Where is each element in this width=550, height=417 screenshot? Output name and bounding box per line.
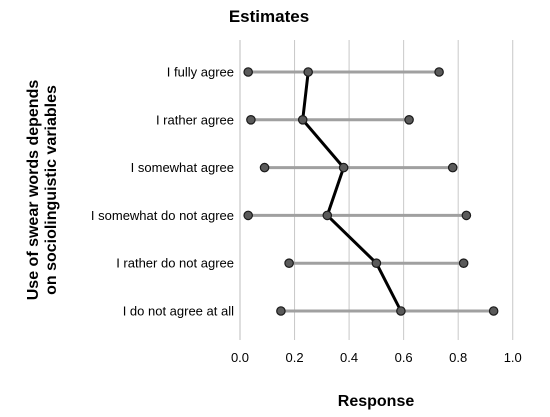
estimate-point-0 (303, 67, 313, 77)
lower-point-0 (243, 67, 253, 77)
upper-point-0 (434, 67, 444, 77)
x-tick-label-1: 0.2 (286, 350, 304, 365)
x-tick-label-3: 0.6 (395, 350, 413, 365)
y-axis-title-line-2: on sociolinguistic variables (43, 85, 60, 295)
estimate-point-5 (396, 306, 406, 316)
upper-point-2 (447, 162, 458, 173)
y-category-label-1: I rather agree (156, 112, 234, 127)
y-axis-title-line-1: Use of swear words depends (25, 80, 42, 301)
upper-point-3 (461, 210, 472, 221)
chart-title: Estimates (229, 7, 309, 26)
x-tick-label-5: 1.0 (504, 350, 522, 365)
x-tick-label-4: 0.8 (449, 350, 467, 365)
estimate-point-4 (371, 258, 382, 268)
lower-point-5 (276, 306, 286, 316)
estimate-line (301, 71, 403, 312)
estimate-point-1 (297, 115, 308, 125)
y-category-label-0: I fully agree (167, 65, 234, 80)
upper-point-5 (488, 306, 499, 316)
lower-point-2 (259, 162, 270, 173)
lower-point-4 (284, 258, 294, 268)
lower-point-1 (246, 115, 256, 125)
upper-point-1 (404, 115, 414, 125)
y-axis-title: Use of swear words depends on sociolingu… (25, 80, 60, 301)
lower-point-3 (243, 210, 253, 221)
upper-point-4 (458, 258, 469, 268)
x-axis-title: Response (338, 393, 415, 410)
x-tick-label-2: 0.4 (340, 350, 358, 365)
plot-area: 0.0 0.2 0.4 0.6 0.8 1.0 I fully agree I rather … (91, 40, 522, 365)
estimate-point-2 (338, 162, 349, 173)
y-category-label-3: I somewhat do not agree (91, 208, 234, 223)
y-category-label-2: I somewhat agree (131, 160, 234, 175)
estimate-point-3 (322, 210, 333, 221)
x-tick-label-0: 0.0 (231, 350, 249, 365)
y-category-label-4: I rather do not agree (116, 256, 234, 271)
y-category-label-5: I do not agree at all (123, 304, 234, 319)
